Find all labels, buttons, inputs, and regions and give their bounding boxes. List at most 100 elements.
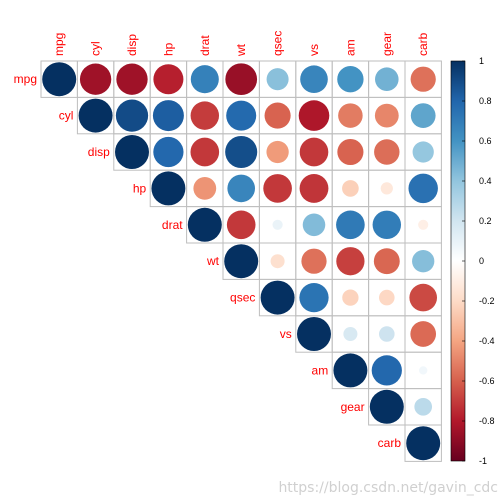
correlation-circle-wt-vs: [301, 248, 327, 274]
colorbar-tick-label: 1: [479, 56, 484, 66]
colorbar: 1 0.8 0.6 0.4 0.2 0 -0.2 -0.4 -0.6 -0.8 -1: [450, 56, 495, 466]
row-label-vs: vs: [280, 327, 292, 341]
correlation-circle-wt-qsec: [270, 254, 285, 269]
grid: [40, 60, 442, 462]
column-label-vs: vs: [307, 44, 321, 56]
row-label-gear: gear: [341, 400, 365, 414]
correlation-circle-drat-am: [336, 210, 365, 240]
correlation-circle-wt-gear: [373, 248, 400, 275]
correlation-circle-wt-wt: [224, 244, 259, 279]
correlation-circle-cyl-wt: [226, 100, 257, 131]
correlation-circle-mpg-drat: [190, 65, 219, 94]
correlation-circle-cyl-disp: [115, 99, 149, 132]
colorbar-tick-label: 0.2: [479, 216, 492, 226]
correlation-circle-disp-vs: [299, 137, 329, 167]
correlation-circle-cyl-carb: [410, 103, 436, 128]
correlation-circle-hp-gear: [380, 182, 393, 195]
correlation-circle-cyl-drat: [190, 101, 220, 130]
correlation-circle-cyl-qsec: [264, 102, 291, 129]
row-label-wt: wt: [206, 254, 220, 268]
colorbar-tick-label: -0.8: [479, 416, 495, 426]
correlation-circle-am-gear: [371, 355, 402, 386]
correlation-circles: [42, 62, 441, 461]
correlation-circle-disp-wt: [225, 135, 258, 169]
row-label-am: am: [312, 363, 329, 377]
colorbar-tick-label: 0.8: [479, 96, 492, 106]
correlation-circle-hp-carb: [408, 173, 438, 204]
correlation-circle-am-carb: [419, 366, 428, 375]
correlation-circle-mpg-wt: [225, 63, 258, 96]
correlation-circle-qsec-vs: [299, 282, 329, 313]
correlation-circle-disp-hp: [153, 136, 184, 168]
correlation-circle-cyl-cyl: [78, 98, 113, 133]
correlation-circle-drat-vs: [302, 213, 326, 237]
colorbar-tick-label: -0.6: [479, 376, 495, 386]
column-label-drat: drat: [198, 35, 212, 56]
watermark: https://blog.csdn.net/gavin_cdc: [278, 480, 498, 496]
correlation-circle-cyl-vs: [298, 100, 330, 131]
correlation-circle-drat-wt: [226, 210, 256, 240]
row-label-cyl: cyl: [59, 109, 74, 123]
colorbar-tick-label: -0.2: [479, 296, 495, 306]
correlation-circle-mpg-gear: [375, 67, 399, 91]
row-label-hp: hp: [133, 181, 147, 195]
correlation-circle-hp-am: [342, 180, 359, 197]
column-label-cyl: cyl: [89, 41, 103, 56]
variable-labels: mpg cyl disp hp drat wt qsec vs am gear carb mpg cyl…: [14, 31, 431, 451]
correlation-circle-hp-wt: [227, 174, 256, 203]
column-label-disp: disp: [125, 34, 139, 56]
correlation-circle-mpg-vs: [300, 65, 328, 94]
column-label-hp: hp: [161, 42, 175, 56]
correlation-circle-cyl-am: [338, 103, 363, 128]
correlation-circle-disp-qsec: [266, 140, 289, 164]
correlation-circle-disp-am: [337, 138, 364, 166]
correlation-circle-vs-gear: [379, 326, 395, 342]
correlation-circle-drat-qsec: [272, 219, 283, 230]
correlation-circle-hp-hp: [151, 171, 186, 206]
correlation-circle-disp-gear: [374, 139, 400, 165]
correlation-circle-drat-carb: [418, 219, 429, 230]
correlation-circle-am-am: [333, 353, 368, 388]
column-label-mpg: mpg: [52, 33, 66, 56]
correlation-circle-wt-am: [336, 247, 365, 276]
column-label-am: am: [343, 39, 357, 56]
correlation-circle-disp-disp: [115, 135, 149, 169]
column-label-carb: carb: [416, 32, 430, 56]
correlation-circle-wt-carb: [412, 250, 435, 273]
correlation-circle-hp-vs: [299, 173, 329, 203]
column-label-gear: gear: [380, 32, 394, 56]
correlation-circle-drat-gear: [372, 210, 402, 240]
correlation-circle-vs-carb: [410, 321, 437, 347]
correlation-circle-mpg-qsec: [266, 68, 289, 91]
correlation-circle-mpg-cyl: [79, 63, 112, 95]
row-label-qsec: qsec: [230, 291, 255, 305]
correlation-circle-carb-carb: [406, 426, 441, 461]
correlation-circle-drat-drat: [187, 207, 222, 242]
colorbar-tick-label: -1: [479, 456, 487, 466]
column-label-wt: wt: [234, 43, 248, 57]
colorbar-tick-label: 0.4: [479, 176, 492, 186]
correlation-circle-mpg-disp: [116, 63, 148, 95]
row-label-drat: drat: [162, 218, 183, 232]
row-label-mpg: mpg: [14, 72, 37, 86]
colorbar-tick-label: -0.4: [479, 336, 495, 346]
correlation-circle-mpg-carb: [410, 66, 436, 92]
correlation-circle-cyl-hp: [152, 100, 184, 132]
correlation-circle-mpg-am: [337, 66, 364, 93]
colorbar-tick-label: 0: [479, 256, 484, 266]
correlation-circle-qsec-qsec: [260, 280, 295, 315]
correlation-circle-disp-carb: [412, 141, 434, 163]
correlation-circle-gear-carb: [414, 397, 433, 416]
grid-cell: [404, 424, 442, 462]
correlation-circle-qsec-carb: [409, 283, 438, 312]
colorbar-tick-label: 0.6: [479, 136, 492, 146]
correlation-circle-cyl-gear: [374, 103, 399, 128]
correlation-circle-gear-gear: [369, 389, 404, 424]
correlation-circle-vs-am: [343, 326, 358, 342]
correlation-circle-hp-drat: [193, 177, 217, 200]
correlation-circle-qsec-gear: [379, 289, 395, 306]
correlation-circle-vs-vs: [297, 317, 331, 351]
correlation-circle-qsec-am: [342, 289, 359, 306]
column-label-qsec: qsec: [271, 31, 285, 56]
